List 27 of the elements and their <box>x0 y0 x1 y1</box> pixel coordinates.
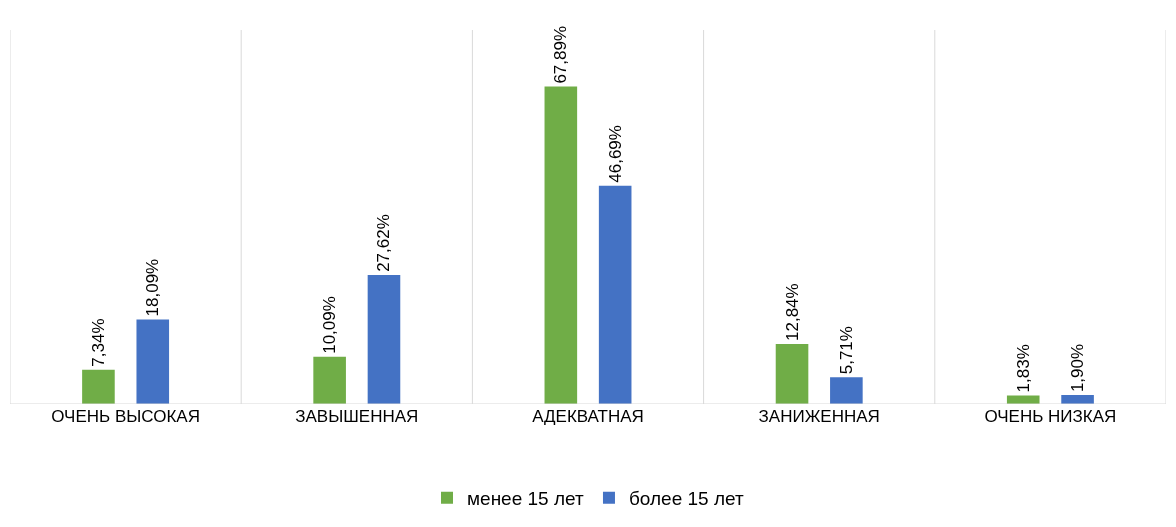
bar <box>367 274 401 404</box>
bar <box>775 343 809 404</box>
data-label: 5,71% <box>836 326 856 375</box>
bar <box>1006 395 1040 404</box>
bar <box>830 377 863 404</box>
x-tick-label: ОЧЕНЬ НИЗКАЯ <box>984 407 1117 426</box>
data-label: 12,84% <box>782 283 802 341</box>
bar <box>136 319 170 404</box>
data-label: 18,09% <box>143 258 163 317</box>
x-tick-label: ЗАВЫШЕННАЯ <box>295 407 419 426</box>
data-label: 10,09% <box>320 296 340 354</box>
data-label: 1,83% <box>1013 344 1033 393</box>
bar <box>1061 395 1094 404</box>
x-tick-label: АДЕКВАТНАЯ <box>532 407 644 426</box>
data-label: 1,90% <box>1068 343 1088 393</box>
data-label: 27,62% <box>374 214 394 272</box>
bar <box>313 356 346 404</box>
bar <box>82 369 115 404</box>
data-label: 7,34% <box>88 318 108 367</box>
legend-label: более 15 лет <box>628 488 744 510</box>
data-label: 46,69% <box>605 125 625 183</box>
x-tick-label: ЗАНИЖЕННАЯ <box>758 407 880 426</box>
data-label: 67,89% <box>551 25 571 84</box>
bar <box>598 185 632 404</box>
legend-label: менее 15 лет <box>467 488 584 510</box>
bar <box>544 86 578 404</box>
x-tick-label: ОЧЕНЬ ВЫСОКАЯ <box>51 407 200 426</box>
